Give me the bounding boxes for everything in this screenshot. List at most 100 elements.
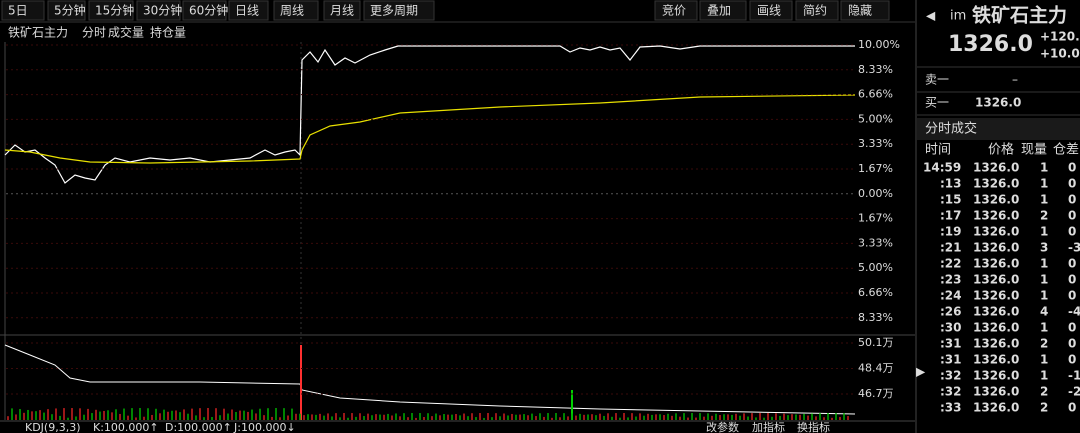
trade-cell: :19 <box>940 225 962 239</box>
volume-axis-label: 48.4万 <box>858 362 894 375</box>
toolbar-button[interactable] <box>840 0 890 21</box>
price-axis-label: 1.67% <box>858 162 893 175</box>
trade-cell: 0 <box>1068 273 1076 287</box>
trade-cell: :24 <box>940 289 962 303</box>
toolbar-label[interactable]: 5日 <box>8 4 28 18</box>
toolbar-button[interactable] <box>1 0 45 21</box>
trade-cell: :32 <box>940 369 962 383</box>
indicator-button[interactable]: 换指标 <box>797 420 830 433</box>
toolbar-button[interactable] <box>88 0 134 21</box>
toolbar-button[interactable] <box>47 0 86 21</box>
price-axis-label: 8.33% <box>858 311 893 324</box>
trade-cell: 2 <box>1040 385 1048 399</box>
trade-cell: :31 <box>940 353 962 367</box>
trade-cell: 0 <box>1068 257 1076 271</box>
trades-header: 价格 <box>988 142 1014 158</box>
trade-cell: 3 <box>1040 241 1048 255</box>
trade-cell: :23 <box>940 273 962 287</box>
trade-cell: 1326.0 <box>973 369 1019 383</box>
trades-header: 时间 <box>925 143 951 158</box>
price-axis-label: 5.00% <box>858 112 893 125</box>
toolbar-button[interactable] <box>699 0 747 21</box>
toolbar-button[interactable] <box>182 0 227 21</box>
trade-cell: -2 <box>1068 385 1080 399</box>
trade-cell: 1326.0 <box>973 305 1019 319</box>
trade-cell: 1 <box>1040 225 1048 239</box>
buy-value: 1326.0 <box>975 96 1021 110</box>
toolbar-label[interactable]: 5分钟 <box>54 3 86 18</box>
toolbar-button[interactable] <box>273 0 319 21</box>
back-arrow[interactable]: ◀ <box>926 9 936 23</box>
toolbar-label[interactable]: 隐藏 <box>848 4 872 18</box>
indicator-name: KDJ(9,3,3) <box>25 421 81 433</box>
trade-cell: :31 <box>940 337 962 351</box>
toolbar-label[interactable]: 15分钟 <box>95 3 134 18</box>
trade-cell: -4 <box>1068 305 1080 319</box>
tab[interactable]: 成交量 <box>108 25 144 40</box>
indicator-d: D:100.000↑ <box>165 421 232 433</box>
toolbar-button[interactable] <box>749 0 793 21</box>
trade-cell: 0 <box>1068 161 1076 175</box>
trade-cell: 1 <box>1040 193 1048 207</box>
toolbar-label[interactable]: 竞价 <box>662 4 686 18</box>
toolbar-button[interactable] <box>136 0 181 21</box>
toolbar-label[interactable]: 叠加 <box>707 4 731 18</box>
toolbar-label[interactable]: 60分钟 <box>189 3 228 18</box>
indicator-button[interactable]: 改参数 <box>706 420 739 433</box>
toolbar-label[interactable]: 简约 <box>803 3 827 18</box>
indicator-button[interactable]: 加指标 <box>752 420 785 433</box>
toolbar-label[interactable]: 月线 <box>330 4 354 18</box>
toolbar-label[interactable]: 更多周期 <box>370 4 418 18</box>
trade-cell: 1 <box>1040 273 1048 287</box>
price-line <box>4 45 855 184</box>
price-axis-label: 3.33% <box>858 137 893 150</box>
trade-cell: 1 <box>1040 177 1048 191</box>
trade-cell: 1 <box>1040 289 1048 303</box>
average-line <box>4 94 856 164</box>
toolbar-button[interactable] <box>323 0 361 21</box>
quote-code: im <box>950 9 966 24</box>
trade-cell: 0 <box>1068 225 1076 239</box>
trade-cell: 0 <box>1068 289 1076 303</box>
trade-cell: 0 <box>1068 193 1076 207</box>
trade-cell: -3 <box>1068 241 1080 255</box>
trade-cell: 1326.0 <box>973 321 1019 335</box>
quote-price: 1326.0 <box>948 32 1033 57</box>
toolbar-label[interactable]: 周线 <box>280 4 304 18</box>
trade-cell: 1326.0 <box>973 401 1019 415</box>
toolbar-button[interactable] <box>228 0 269 21</box>
trade-cell: :15 <box>940 193 962 207</box>
trade-cell: :33 <box>940 401 962 415</box>
quote-change-pct: +10.00 <box>1040 47 1080 61</box>
indicator-j: J:100.000↓ <box>233 421 296 433</box>
trade-cell: 0 <box>1068 337 1076 351</box>
trade-cell: :22 <box>940 257 962 271</box>
trade-cell: 1 <box>1040 353 1048 367</box>
tab[interactable]: 持仓量 <box>150 25 186 40</box>
price-axis-label: 5.00% <box>858 261 893 274</box>
toolbar-label[interactable]: 画线 <box>757 4 781 18</box>
trade-cell: 1326.0 <box>973 209 1019 223</box>
quote-change: +120.5 <box>1040 30 1080 44</box>
trade-cell: 0 <box>1068 353 1076 367</box>
price-axis-label: 6.66% <box>858 286 893 299</box>
trade-cell: 0 <box>1068 321 1076 335</box>
trade-cell: 2 <box>1040 401 1048 415</box>
trade-cell: 1326.0 <box>973 257 1019 271</box>
toolbar-label[interactable]: 日线 <box>235 4 259 18</box>
panel-toggle[interactable]: ▶ <box>916 365 926 379</box>
toolbar-button[interactable] <box>654 0 698 21</box>
trades-header: 仓差 <box>1053 143 1079 158</box>
toolbar-button[interactable] <box>363 0 435 21</box>
toolbar-label[interactable]: 30分钟 <box>143 3 182 18</box>
sell-value: – <box>1012 73 1018 87</box>
indicator-k: K:100.000↑ <box>93 421 159 433</box>
toolbar-button[interactable] <box>795 0 839 21</box>
tab[interactable]: 分时 <box>82 26 106 40</box>
trades-title: 分时成交 <box>925 121 977 137</box>
trade-cell: 1 <box>1040 321 1048 335</box>
price-axis-label: 8.33% <box>858 63 893 76</box>
trade-cell: :13 <box>940 177 962 191</box>
